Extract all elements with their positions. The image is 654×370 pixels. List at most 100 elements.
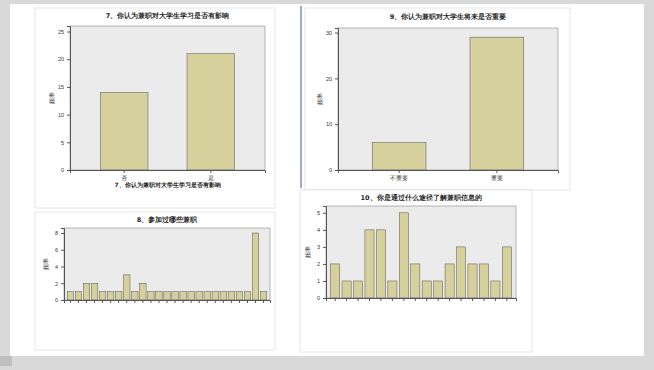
plot-frame	[70, 26, 265, 170]
bar	[502, 247, 511, 298]
x-tick-mark	[239, 300, 240, 303]
x-tick	[239, 300, 240, 303]
bar	[434, 281, 443, 298]
bar	[156, 292, 162, 300]
y-tick-label: 25	[58, 29, 64, 35]
bar	[260, 292, 266, 300]
x-tick-mark	[403, 298, 404, 301]
bar	[67, 292, 73, 300]
x-tick	[231, 300, 232, 303]
y-tick-mark	[335, 33, 338, 34]
y-tick-label: 3	[317, 244, 320, 250]
chart-title: 9、你认为兼职对大学生将来是否重要	[390, 13, 507, 21]
y-axis-line	[67, 27, 71, 171]
plot-frame	[64, 228, 270, 300]
bar	[204, 292, 210, 300]
x-tick	[358, 298, 359, 301]
slide: 7、你认为兼职对大学生学习是否有影响0510152025否是频率7、你认为兼职对…	[0, 0, 654, 370]
bar	[244, 292, 250, 300]
y-tick-label: 0	[61, 167, 64, 173]
x-axis-title: 7、你认为兼职对大学生学习是否有影响	[114, 181, 220, 189]
x-tick-mark	[506, 298, 507, 301]
x-tick	[483, 298, 484, 301]
y-tick-mark	[67, 87, 70, 88]
chart-panel	[35, 8, 275, 208]
x-axis: 否是	[71, 170, 266, 181]
y-tick-label: 6	[55, 247, 58, 253]
x-tick-mark	[215, 300, 216, 303]
bar	[91, 283, 97, 300]
y-axis-title: 频率	[316, 93, 323, 105]
y-tick-label: 1	[317, 278, 320, 284]
plot-background	[64, 228, 270, 300]
x-tick	[183, 300, 184, 303]
y-tick-label: 5	[61, 140, 64, 146]
y-tick-mark	[67, 115, 70, 116]
x-tick-mark	[392, 298, 393, 301]
x-tick-mark	[207, 300, 208, 303]
y-tick-mark	[61, 233, 64, 234]
bars	[100, 54, 234, 170]
bar	[456, 247, 465, 298]
y-axis-title: 频率	[304, 246, 311, 258]
x-tick-mark	[461, 298, 462, 301]
x-tick-mark	[263, 300, 264, 303]
y-axis: 012345	[317, 207, 327, 302]
x-tick-mark	[175, 300, 176, 303]
x-tick	[426, 298, 427, 301]
y-tick-mark	[67, 170, 70, 171]
x-tick	[415, 298, 416, 301]
y-tick: 15	[58, 84, 70, 90]
x-tick-label: 是	[208, 175, 214, 181]
x-tick	[369, 298, 370, 301]
bar	[187, 54, 235, 170]
y-tick: 5	[317, 210, 326, 216]
x-tick	[223, 300, 224, 303]
x-tick	[472, 298, 473, 301]
bars	[331, 213, 512, 298]
bar	[164, 292, 170, 300]
y-tick: 1	[317, 278, 326, 284]
bar	[353, 281, 362, 298]
y-tick-label: 5	[317, 210, 320, 216]
y-axis: 0102030	[326, 29, 339, 174]
chart: 8、参加过哪些兼职02468频率	[35, 212, 275, 350]
bar	[470, 37, 524, 170]
x-tick	[102, 300, 103, 303]
y-tick-label: 0	[317, 295, 320, 301]
slide-background	[0, 0, 654, 370]
bar	[388, 281, 397, 298]
y-tick-label: 0	[55, 297, 58, 303]
x-tick-mark	[126, 300, 127, 303]
x-tick-mark	[483, 298, 484, 301]
x-tick	[461, 298, 462, 301]
bar	[83, 283, 89, 300]
bar	[148, 292, 154, 300]
x-tick-mark	[496, 170, 497, 173]
bars	[67, 233, 267, 300]
y-tick: 0	[317, 295, 326, 301]
bar	[116, 292, 122, 300]
x-tick	[134, 300, 135, 303]
plot-background	[326, 206, 516, 298]
y-tick-mark	[323, 247, 326, 248]
x-tick	[346, 298, 347, 301]
x-axis-line	[327, 299, 517, 302]
y-tick-mark	[61, 283, 64, 284]
x-tick	[150, 300, 151, 303]
x-axis	[65, 300, 271, 303]
y-tick-label: 2	[55, 281, 58, 287]
x-tick	[70, 300, 71, 303]
x-tick-label: 不重要	[390, 175, 408, 181]
bar	[399, 213, 408, 298]
y-tick-mark	[61, 250, 64, 251]
x-tick-mark	[210, 170, 211, 173]
y-tick: 25	[58, 29, 70, 35]
bar	[479, 264, 488, 298]
x-tick	[191, 300, 192, 303]
x-tick	[118, 300, 119, 303]
y-tick-mark	[67, 142, 70, 143]
y-tick-label: 10	[326, 121, 332, 127]
x-tick: 不重要	[390, 170, 408, 181]
x-axis-line	[339, 171, 559, 174]
